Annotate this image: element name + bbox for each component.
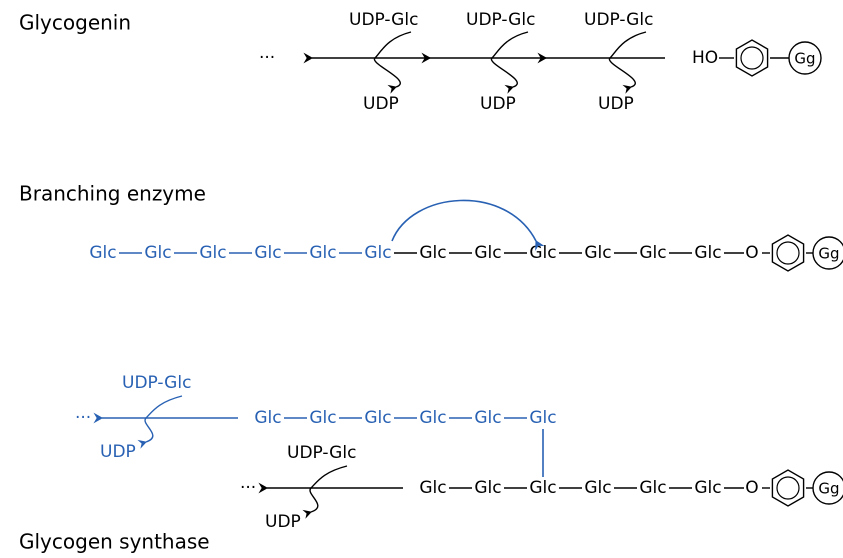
branching-arc [392,200,536,241]
ellipsis: ··· [75,408,91,428]
section-title-branching: Branching enzyme [19,182,206,206]
reaction-curve [145,396,182,442]
glc-node: Glc [309,408,336,428]
reaction-curve [609,32,646,87]
glc-node: O [745,478,758,498]
glc-node: Glc [144,243,171,263]
reaction-curve [310,466,347,512]
glc-node: Glc [419,243,446,263]
glc-node: O [745,243,758,263]
glc-node: Glc [419,408,446,428]
glc-node: Glc [89,243,116,263]
udp-glc-label: UDP-Glc [466,10,535,30]
glc-node: Glc [309,243,336,263]
benzene-inner [741,47,763,69]
benzene-inner [777,477,799,499]
glc-node: Glc [254,408,281,428]
section-title-glycogenin: Glycogenin [19,11,131,35]
udp-glc-label: UDP-Glc [287,443,356,463]
gg-label: Gg [818,245,839,263]
ellipsis: ··· [240,478,256,498]
glc-node: Glc [419,478,446,498]
glc-node: Glc [584,243,611,263]
glc-node: Glc [694,243,721,263]
glc-node: Glc [474,408,501,428]
glc-node: Glc [529,408,556,428]
glc-node: Glc [254,243,281,263]
udp-glc-label: UDP-Glc [584,10,653,30]
udp-label: UDP [265,512,301,532]
udp-glc-label: UDP-Glc [349,10,418,30]
udp-label: UDP [480,94,516,114]
gg-label: Gg [818,480,839,498]
glc-node: Glc [529,243,556,263]
glc-node: Glc [584,478,611,498]
ho-label: HO [692,48,718,68]
glc-node: Glc [639,243,666,263]
glc-node: Glc [639,478,666,498]
glc-node: Glc [199,243,226,263]
udp-glc-label: UDP-Glc [122,373,191,393]
glc-node: Glc [474,243,501,263]
gg-label: Gg [794,50,815,68]
glc-node: Glc [529,478,556,498]
glc-node: Glc [364,243,391,263]
glc-node: Glc [364,408,391,428]
udp-label: UDP [598,94,634,114]
ellipsis: ··· [259,48,275,68]
reaction-curve [491,32,528,87]
benzene-inner [777,242,799,264]
reaction-curve [374,32,411,87]
glc-node: Glc [694,478,721,498]
udp-label: UDP [363,94,399,114]
section-title-synthase: Glycogen synthase [19,530,210,554]
udp-label: UDP [100,442,136,462]
glc-node: Glc [474,478,501,498]
